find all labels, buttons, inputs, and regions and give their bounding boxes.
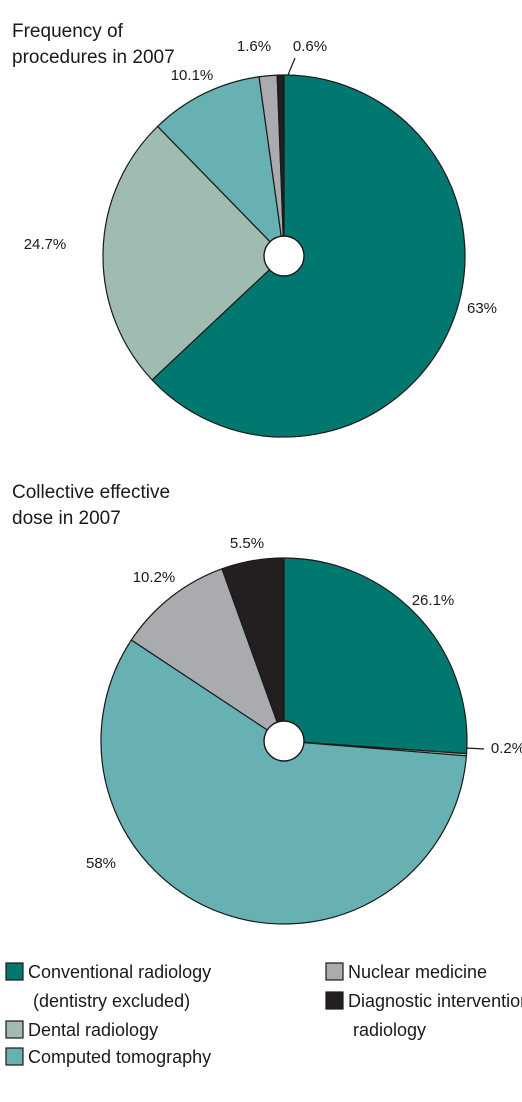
pie-2-center-hole xyxy=(263,720,305,762)
legend-swatch-interventional xyxy=(325,991,344,1010)
pie-1-center-hole xyxy=(263,235,305,277)
pie-2-label-conventional: 26.1% xyxy=(412,592,455,609)
pie-2-title-line-1: Collective effective xyxy=(12,482,170,503)
legend-swatch-nuclear xyxy=(325,962,344,981)
pie-1-slice-interventional xyxy=(276,74,285,257)
legend-label-dental-line-1: Dental radiology xyxy=(28,1020,158,1040)
pie-1-slice-dental xyxy=(102,125,285,381)
pie-2-label-dental: 0.2% xyxy=(491,740,522,757)
legend-label-conventional-line-2: (dentistry excluded) xyxy=(33,991,190,1011)
pie-1-title-line-2: procedures in 2007 xyxy=(12,47,175,68)
pie-2-slice-conventional xyxy=(283,557,468,755)
legend-item-conventional: Conventional radiology (dentistry exclude… xyxy=(5,962,211,1011)
pie-1-leader-interventional xyxy=(287,57,296,76)
legend-item-computed: Computed tomography xyxy=(5,1047,211,1067)
pie-1-label-computed: 10.1% xyxy=(171,67,214,84)
pie-2-label-interventional: 5.5% xyxy=(230,535,264,552)
pie-1-label-dental: 24.7% xyxy=(24,236,67,253)
legend-label-interventional-line-2: radiology xyxy=(353,1020,426,1040)
legend-swatch-dental xyxy=(5,1020,24,1039)
pie-2-label-computed: 58% xyxy=(86,855,116,872)
pie-1-label-interventional: 0.6% xyxy=(293,38,327,55)
pie-1-label-conventional: 63% xyxy=(467,300,497,317)
legend-label-conventional-line-1: Conventional radiology xyxy=(28,962,211,982)
pie-2-label-nuclear: 10.2% xyxy=(133,569,176,586)
pie-2-slice-computed xyxy=(100,639,467,925)
pie-1-slice-conventional xyxy=(151,74,466,438)
legend: Conventional radiology (dentistry exclude… xyxy=(5,962,522,1067)
legend-label-computed-line-1: Computed tomography xyxy=(28,1047,211,1067)
legend-swatch-conventional xyxy=(5,962,24,981)
pie-1-title-line-1: Frequency of xyxy=(12,21,124,42)
legend-item-nuclear: Nuclear medicine xyxy=(325,962,487,982)
legend-label-interventional-line-1: Diagnostic interventional xyxy=(348,991,522,1011)
pie-2-slice-interventional xyxy=(221,557,285,742)
legend-label-nuclear-line-1: Nuclear medicine xyxy=(348,962,487,982)
pie-1-label-nuclear: 1.6% xyxy=(237,38,271,55)
pie-2-title-line-2: dose in 2007 xyxy=(12,508,121,529)
pie-chart-dose: Collective effective dose in 2007 26.1% 0… xyxy=(12,482,522,925)
legend-swatch-computed xyxy=(5,1047,24,1066)
pie-1-slice-computed xyxy=(157,76,285,257)
legend-item-interventional: Diagnostic interventional radiology xyxy=(325,991,522,1040)
pie-2-leader-dental xyxy=(465,747,485,750)
legend-item-dental: Dental radiology xyxy=(5,1020,158,1040)
pie-chart-frequency: Frequency of procedures in 2007 63% 24.7%… xyxy=(12,21,497,438)
pie-2-slice-nuclear xyxy=(130,568,285,742)
